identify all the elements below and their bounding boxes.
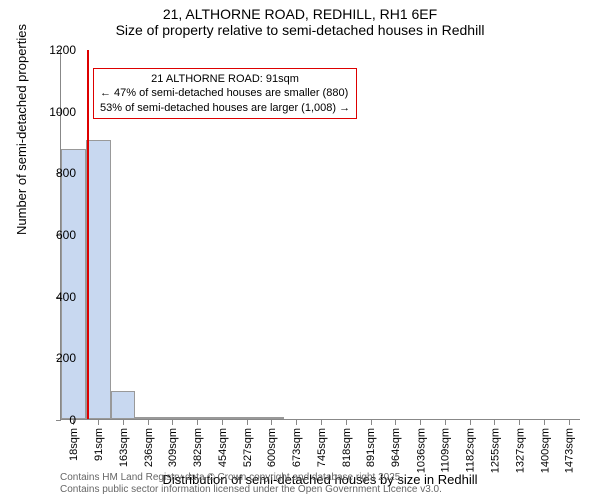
histogram-bar: [86, 140, 111, 419]
histogram-bar: [160, 417, 185, 419]
x-tick-label: 309sqm: [167, 428, 179, 467]
x-tick-mark: [197, 420, 198, 425]
x-tick-label: 1327sqm: [514, 428, 526, 473]
x-tick-mark: [123, 420, 124, 425]
x-tick-label: 18sqm: [68, 428, 80, 461]
x-tick-mark: [371, 420, 372, 425]
x-tick-mark: [445, 420, 446, 425]
x-tick-label: 236sqm: [143, 428, 155, 467]
histogram-bar: [210, 417, 235, 419]
annotation-line1: 21 ALTHORNE ROAD: 91sqm: [100, 72, 350, 86]
x-tick-label: 964sqm: [390, 428, 402, 467]
histogram-bar: [135, 417, 160, 419]
plot: 21 ALTHORNE ROAD: 91sqm← 47% of semi-det…: [60, 50, 580, 420]
y-tick-label: 0: [69, 413, 76, 427]
y-tick-mark: [56, 420, 61, 421]
y-tick-label: 200: [56, 351, 76, 365]
x-tick-label: 1182sqm: [465, 428, 477, 472]
x-tick-label: 382sqm: [192, 428, 204, 467]
y-tick-label: 600: [56, 228, 76, 242]
y-tick-label: 400: [56, 290, 76, 304]
x-tick-label: 891sqm: [366, 428, 378, 467]
title-sub: Size of property relative to semi-detach…: [0, 22, 600, 38]
highlight-line: [87, 50, 89, 419]
x-tick-mark: [148, 420, 149, 425]
title-main: 21, ALTHORNE ROAD, REDHILL, RH1 6EF: [0, 0, 600, 22]
x-tick-mark: [420, 420, 421, 425]
x-tick-label: 527sqm: [242, 428, 254, 467]
annotation-line2: ← 47% of semi-detached houses are smalle…: [100, 86, 350, 100]
y-tick-label: 800: [56, 166, 76, 180]
x-tick-mark: [494, 420, 495, 425]
x-tick-mark: [346, 420, 347, 425]
x-tick-mark: [569, 420, 570, 425]
x-tick-label: 818sqm: [341, 428, 353, 467]
x-tick-label: 1473sqm: [564, 428, 576, 473]
x-tick-mark: [247, 420, 248, 425]
x-tick-mark: [395, 420, 396, 425]
x-tick-mark: [296, 420, 297, 425]
footer-line2: Contains public sector information licen…: [60, 484, 442, 496]
annotation-line3: 53% of semi-detached houses are larger (…: [100, 101, 350, 115]
histogram-bar: [234, 417, 259, 419]
x-tick-label: 163sqm: [118, 428, 130, 467]
x-tick-label: 600sqm: [266, 428, 278, 467]
footer-line1: Contains HM Land Registry data © Crown c…: [60, 472, 442, 484]
x-tick-mark: [321, 420, 322, 425]
x-tick-label: 1400sqm: [539, 428, 551, 473]
x-tick-mark: [544, 420, 545, 425]
y-tick-label: 1000: [49, 105, 76, 119]
histogram-bar: [61, 149, 86, 419]
x-tick-mark: [470, 420, 471, 425]
x-tick-label: 745sqm: [316, 428, 328, 467]
x-tick-label: 454sqm: [217, 428, 229, 467]
x-tick-label: 1036sqm: [415, 428, 427, 473]
x-tick-label: 1255sqm: [489, 428, 501, 473]
x-tick-label: 91sqm: [93, 428, 105, 461]
histogram-bar: [259, 417, 284, 419]
x-tick-mark: [172, 420, 173, 425]
y-axis-label: Number of semi-detached properties: [14, 24, 29, 235]
footer-attribution: Contains HM Land Registry data © Crown c…: [60, 472, 442, 496]
y-tick-label: 1200: [49, 43, 76, 57]
chart-area: 21 ALTHORNE ROAD: 91sqm← 47% of semi-det…: [60, 50, 580, 420]
histogram-bar: [185, 417, 210, 419]
x-tick-mark: [519, 420, 520, 425]
x-tick-mark: [98, 420, 99, 425]
x-tick-label: 1109sqm: [440, 428, 452, 472]
x-tick-label: 673sqm: [291, 428, 303, 467]
x-tick-mark: [222, 420, 223, 425]
annotation-box: 21 ALTHORNE ROAD: 91sqm← 47% of semi-det…: [93, 68, 357, 119]
x-tick-mark: [271, 420, 272, 425]
histogram-bar: [111, 391, 136, 419]
